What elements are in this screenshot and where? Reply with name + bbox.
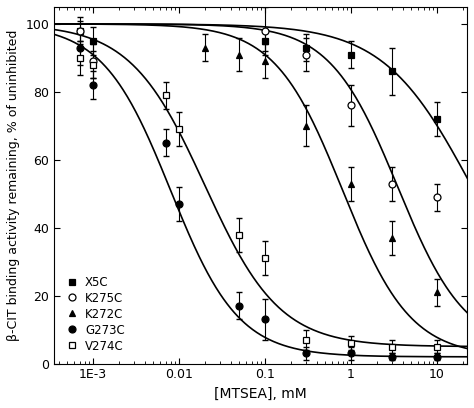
X5C [90, 38, 96, 43]
K275C [90, 59, 96, 64]
V274C [434, 344, 440, 349]
K275C [77, 28, 82, 33]
X5C [389, 69, 395, 74]
K272C [236, 52, 242, 57]
X5C [77, 28, 82, 33]
Line: X5C: X5C [76, 27, 440, 122]
K272C [202, 45, 208, 50]
G273C [434, 355, 440, 359]
X5C [303, 45, 309, 50]
V274C [90, 62, 96, 67]
K275C [262, 28, 268, 33]
G273C [348, 351, 354, 356]
X-axis label: [MTSEA], mM: [MTSEA], mM [214, 387, 307, 401]
K275C [348, 103, 354, 108]
K272C [434, 290, 440, 295]
K272C [303, 123, 309, 128]
X5C [434, 117, 440, 122]
G273C [77, 45, 82, 50]
K275C [303, 52, 309, 57]
Line: K272C: K272C [201, 44, 440, 296]
G273C [163, 140, 168, 145]
V274C [348, 341, 354, 346]
V274C [176, 127, 182, 132]
V274C [236, 232, 242, 237]
V274C [303, 337, 309, 342]
K272C [262, 59, 268, 64]
G273C [303, 351, 309, 356]
K275C [434, 195, 440, 200]
K275C [389, 181, 395, 186]
Line: K275C: K275C [76, 27, 440, 201]
Y-axis label: β-CIT binding activity remaining, % of uninhibited: β-CIT binding activity remaining, % of u… [7, 30, 20, 341]
V274C [389, 344, 395, 349]
X5C [262, 38, 268, 43]
G273C [262, 317, 268, 322]
Line: G273C: G273C [76, 44, 440, 360]
V274C [262, 256, 268, 261]
X5C [348, 52, 354, 57]
V274C [77, 55, 82, 60]
G273C [90, 83, 96, 88]
K272C [348, 181, 354, 186]
V274C [163, 93, 168, 98]
G273C [176, 202, 182, 206]
G273C [389, 355, 395, 359]
K272C [389, 235, 395, 240]
Line: V274C: V274C [76, 54, 440, 350]
Legend: X5C, K275C, K272C, G273C, V274C: X5C, K275C, K272C, G273C, V274C [60, 271, 129, 358]
G273C [236, 304, 242, 308]
